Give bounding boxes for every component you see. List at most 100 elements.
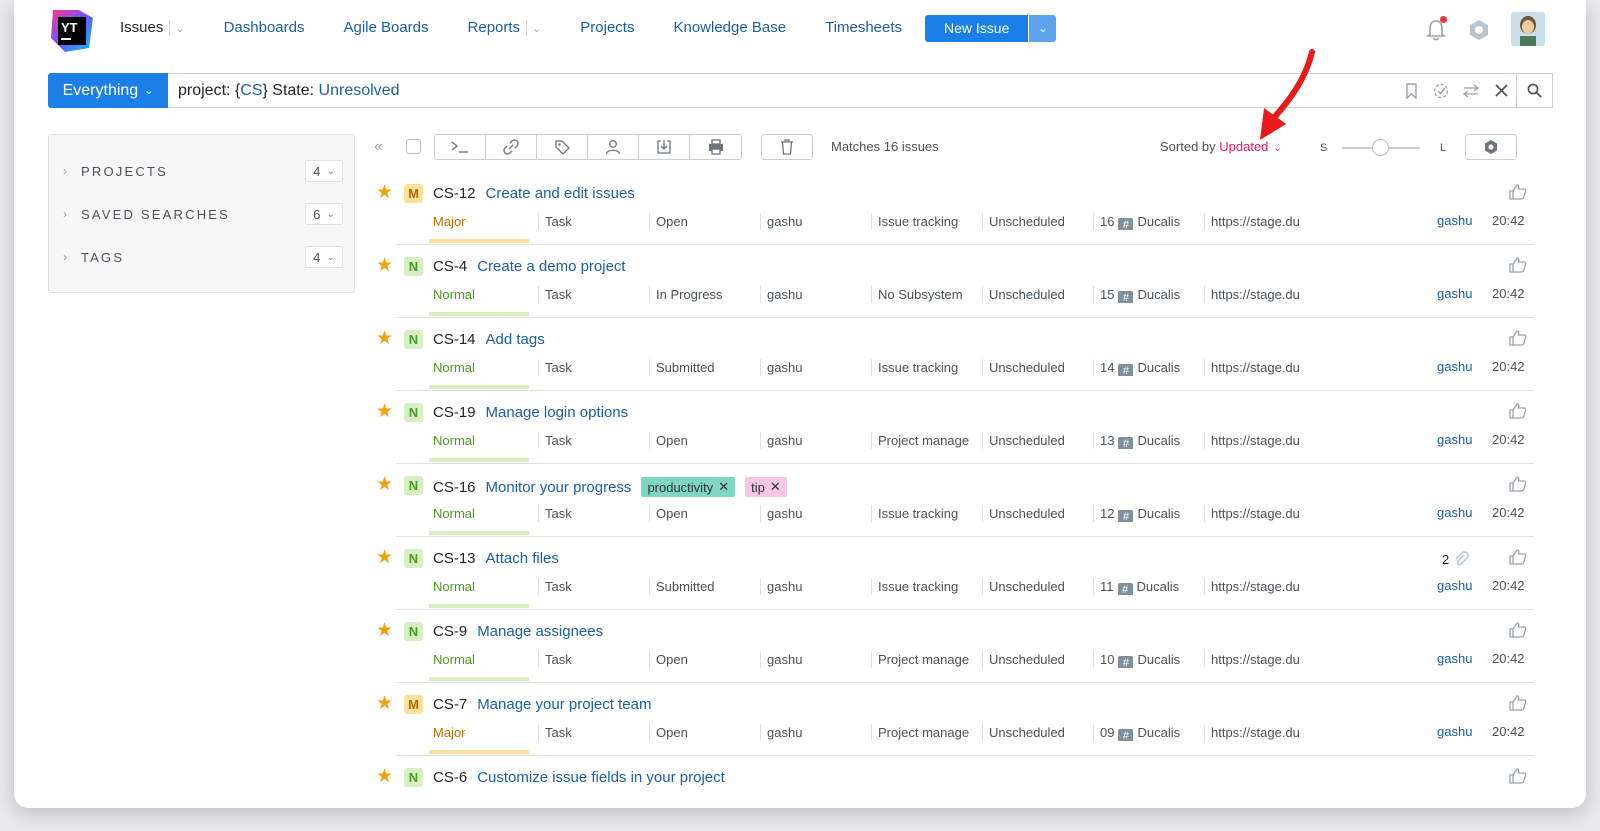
thumbs-up-icon[interactable] bbox=[1509, 183, 1527, 201]
star-icon[interactable]: ★ bbox=[376, 766, 394, 787]
field-subsystem[interactable]: Project manage bbox=[871, 432, 982, 449]
issue-summary-link[interactable]: Create a demo project bbox=[477, 258, 626, 275]
field-type[interactable]: Task bbox=[538, 724, 649, 741]
field-fix-versions[interactable]: Unscheduled bbox=[982, 651, 1093, 668]
field-type[interactable]: Task bbox=[538, 578, 649, 595]
field-subsystem[interactable]: Issue tracking bbox=[871, 213, 982, 230]
thumbs-up-icon[interactable] bbox=[1509, 548, 1527, 566]
list-settings-button[interactable] bbox=[1465, 134, 1517, 160]
priority-badge[interactable]: N bbox=[404, 622, 423, 641]
hexagon-settings-icon[interactable] bbox=[1467, 18, 1491, 42]
field-priority[interactable]: Normal bbox=[433, 506, 475, 521]
field-priority[interactable]: Normal bbox=[433, 579, 475, 594]
field-fix-versions[interactable]: Unscheduled bbox=[982, 432, 1093, 449]
field-fix-versions[interactable]: Unscheduled bbox=[982, 213, 1093, 230]
field-assignee[interactable]: gashu bbox=[760, 432, 871, 449]
field-type[interactable]: Task bbox=[538, 651, 649, 668]
field-priority[interactable]: Normal bbox=[433, 360, 475, 375]
star-icon[interactable]: ★ bbox=[376, 620, 394, 641]
issue-row[interactable]: ★ M CS-7 Manage your project team Major … bbox=[374, 686, 1534, 759]
issue-summary-link[interactable]: Attach files bbox=[485, 550, 559, 567]
issue-reporter-link[interactable]: gashu bbox=[1437, 651, 1473, 666]
priority-badge[interactable]: N bbox=[404, 476, 423, 495]
star-icon[interactable]: ★ bbox=[376, 328, 394, 349]
field-url[interactable]: https://stage.du bbox=[1204, 578, 1304, 595]
star-icon[interactable]: ★ bbox=[376, 255, 394, 276]
field-state[interactable]: Open bbox=[649, 724, 760, 741]
field-url[interactable]: https://stage.du bbox=[1204, 286, 1304, 303]
tag-productivity[interactable]: productivity ✕ bbox=[641, 477, 736, 497]
chevron-down-icon[interactable]: ⌄ bbox=[526, 20, 541, 37]
field-url[interactable]: https://stage.du bbox=[1204, 359, 1304, 376]
field-priority[interactable]: Normal bbox=[433, 287, 475, 302]
remove-tag-icon[interactable]: ✕ bbox=[769, 479, 781, 494]
issue-reporter-link[interactable]: gashu bbox=[1437, 432, 1473, 447]
issue-summary-link[interactable]: Manage login options bbox=[485, 404, 629, 421]
field-project[interactable]: 14 # Ducalis bbox=[1093, 359, 1204, 376]
field-type[interactable]: Task bbox=[538, 359, 649, 376]
field-project[interactable]: 16 # Ducalis bbox=[1093, 213, 1204, 230]
issue-reporter-link[interactable]: gashu bbox=[1437, 359, 1473, 374]
bookmark-icon[interactable] bbox=[1396, 82, 1426, 99]
issue-summary-link[interactable]: Add tags bbox=[485, 331, 545, 348]
youtrack-logo[interactable]: YT bbox=[49, 8, 95, 54]
field-project[interactable]: 15 # Ducalis bbox=[1093, 286, 1204, 303]
thumbs-up-icon[interactable] bbox=[1509, 329, 1527, 347]
issue-summary-link[interactable]: Create and edit issues bbox=[485, 185, 635, 202]
priority-badge[interactable]: M bbox=[404, 184, 423, 203]
remove-tag-icon[interactable]: ✕ bbox=[718, 479, 730, 494]
field-subsystem[interactable]: Issue tracking bbox=[871, 578, 982, 595]
issue-reporter-link[interactable]: gashu bbox=[1437, 213, 1473, 228]
issue-row[interactable]: ★ N CS-6 Customize issue fields in your … bbox=[374, 759, 1534, 808]
issue-reporter-link[interactable]: gashu bbox=[1437, 578, 1473, 593]
issue-row[interactable]: ★ N CS-16 Monitor your progress producti… bbox=[374, 467, 1534, 540]
issue-row[interactable]: ★ N CS-4 Create a demo project Normal Ta… bbox=[374, 248, 1534, 321]
field-fix-versions[interactable]: Unscheduled bbox=[982, 359, 1093, 376]
sidebar-item-saved-searches[interactable]: › SAVED SEARCHES 6 ⌄ bbox=[63, 202, 343, 226]
star-icon[interactable]: ★ bbox=[376, 182, 394, 203]
assignee-button[interactable] bbox=[588, 135, 639, 159]
field-state[interactable]: In Progress bbox=[649, 286, 760, 303]
delete-button[interactable] bbox=[761, 134, 813, 160]
star-icon[interactable]: ★ bbox=[376, 547, 394, 568]
collapse-sidebar-icon[interactable]: « bbox=[374, 138, 383, 155]
field-subsystem[interactable]: Project manage bbox=[871, 724, 982, 741]
issue-key[interactable]: CS-12 bbox=[433, 185, 476, 202]
thumbs-up-icon[interactable] bbox=[1509, 256, 1527, 274]
field-project[interactable]: 09 # Ducalis bbox=[1093, 724, 1204, 741]
field-state[interactable]: Submitted bbox=[649, 359, 760, 376]
field-assignee[interactable]: gashu bbox=[760, 651, 871, 668]
thumbs-up-icon[interactable] bbox=[1509, 767, 1527, 785]
field-state[interactable]: Submitted bbox=[649, 578, 760, 595]
select-all-checkbox[interactable] bbox=[406, 139, 421, 154]
field-assignee[interactable]: gashu bbox=[760, 359, 871, 376]
issue-key[interactable]: CS-4 bbox=[433, 258, 468, 275]
thumbs-up-icon[interactable] bbox=[1509, 621, 1527, 639]
field-fix-versions[interactable]: Unscheduled bbox=[982, 286, 1093, 303]
field-type[interactable]: Task bbox=[538, 286, 649, 303]
field-priority[interactable]: Major bbox=[433, 214, 466, 229]
check-badge-icon[interactable] bbox=[1426, 83, 1456, 99]
field-project[interactable]: 10 # Ducalis bbox=[1093, 651, 1204, 668]
star-icon[interactable]: ★ bbox=[376, 693, 394, 714]
nav-timesheets[interactable]: Timesheets bbox=[825, 19, 903, 37]
sidebar-item-tags[interactable]: › TAGS 4 ⌄ bbox=[63, 245, 343, 269]
nav-issues[interactable]: Issues ⌄ bbox=[120, 19, 185, 37]
search-query-input[interactable]: project: { CS } State: Unresolved bbox=[168, 73, 1553, 108]
issue-row[interactable]: ★ M CS-12 Create and edit issues Major T… bbox=[374, 175, 1534, 248]
issue-summary-link[interactable]: Monitor your progress bbox=[485, 478, 632, 496]
nav-agile-boards[interactable]: Agile Boards bbox=[343, 19, 429, 37]
field-fix-versions[interactable]: Unscheduled bbox=[982, 578, 1093, 595]
field-type[interactable]: Task bbox=[538, 505, 649, 522]
field-state[interactable]: Open bbox=[649, 505, 760, 522]
thumbs-up-icon[interactable] bbox=[1509, 694, 1527, 712]
chevron-down-icon[interactable]: ⌄ bbox=[169, 20, 185, 37]
sidebar-count-dropdown[interactable]: 4 ⌄ bbox=[305, 160, 343, 182]
search-button[interactable] bbox=[1516, 74, 1552, 107]
field-url[interactable]: https://stage.du bbox=[1204, 213, 1304, 230]
sidebar-item-projects[interactable]: › PROJECTS 4 ⌄ bbox=[63, 159, 343, 183]
field-state[interactable]: Open bbox=[649, 651, 760, 668]
field-priority[interactable]: Major bbox=[433, 725, 466, 740]
priority-badge[interactable]: N bbox=[404, 403, 423, 422]
field-priority[interactable]: Normal bbox=[433, 433, 475, 448]
